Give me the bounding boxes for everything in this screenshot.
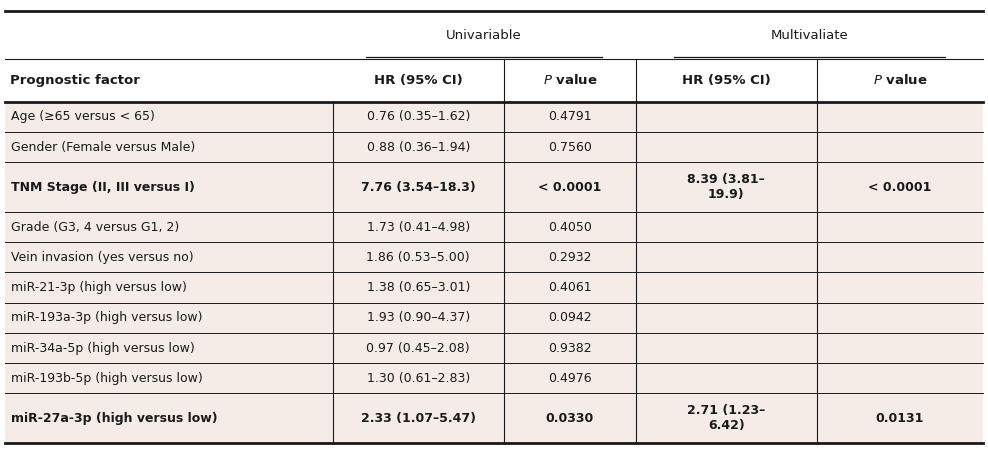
Bar [5, 162, 983, 212]
Text: TNM Stage (II, III versus I): TNM Stage (II, III versus I) [11, 180, 195, 194]
Text: < 0.0001: < 0.0001 [868, 180, 932, 194]
Text: 0.0131: 0.0131 [875, 412, 924, 425]
Bar [5, 132, 983, 162]
Text: 1.73 (0.41–4.98): 1.73 (0.41–4.98) [367, 220, 470, 234]
Text: 7.76 (3.54–18.3): 7.76 (3.54–18.3) [361, 180, 475, 194]
Text: 1.86 (0.53–5.00): 1.86 (0.53–5.00) [367, 251, 470, 264]
Text: miR-193a-3p (high versus low): miR-193a-3p (high versus low) [11, 311, 203, 324]
Text: 2.71 (1.23–
6.42): 2.71 (1.23– 6.42) [688, 405, 766, 432]
Bar [5, 59, 983, 102]
Text: < 0.0001: < 0.0001 [538, 180, 602, 194]
Text: 0.0942: 0.0942 [548, 311, 592, 324]
Text: Grade (G3, 4 versus G1, 2): Grade (G3, 4 versus G1, 2) [11, 220, 179, 234]
Text: 0.0330: 0.0330 [545, 412, 594, 425]
Text: miR-21-3p (high versus low): miR-21-3p (high versus low) [11, 281, 187, 294]
Text: 0.4061: 0.4061 [548, 281, 592, 294]
Bar [5, 11, 983, 59]
Text: 0.4791: 0.4791 [548, 110, 592, 123]
Text: HR (95% CI): HR (95% CI) [373, 74, 462, 87]
Text: HR (95% CI): HR (95% CI) [682, 74, 771, 87]
Bar [5, 102, 983, 132]
Bar [5, 363, 983, 393]
Text: Vein invasion (yes versus no): Vein invasion (yes versus no) [11, 251, 194, 264]
Text: 0.9382: 0.9382 [548, 342, 592, 355]
Text: miR-34a-5p (high versus low): miR-34a-5p (high versus low) [11, 342, 195, 355]
Bar [5, 212, 983, 242]
Text: 1.30 (0.61–2.83): 1.30 (0.61–2.83) [367, 372, 470, 385]
Text: 0.4050: 0.4050 [548, 220, 592, 234]
Bar [5, 393, 983, 443]
Text: Age (≥65 versus < 65): Age (≥65 versus < 65) [11, 110, 155, 123]
Bar [5, 242, 983, 272]
Text: Multivaliate: Multivaliate [771, 29, 849, 42]
Text: 0.97 (0.45–2.08): 0.97 (0.45–2.08) [367, 342, 470, 355]
Text: 1.38 (0.65–3.01): 1.38 (0.65–3.01) [367, 281, 470, 294]
Text: 2.33 (1.07–5.47): 2.33 (1.07–5.47) [361, 412, 475, 425]
Bar [5, 272, 983, 303]
Text: Univariable: Univariable [447, 29, 522, 42]
Bar [5, 303, 983, 333]
Bar [5, 333, 983, 363]
Text: miR-193b-5p (high versus low): miR-193b-5p (high versus low) [11, 372, 203, 385]
Text: $\it{P}$ value: $\it{P}$ value [872, 73, 927, 87]
Text: 0.88 (0.36–1.94): 0.88 (0.36–1.94) [367, 140, 470, 153]
Text: 1.93 (0.90–4.37): 1.93 (0.90–4.37) [367, 311, 470, 324]
Text: 8.39 (3.81–
19.9): 8.39 (3.81– 19.9) [688, 173, 765, 201]
Text: Gender (Female versus Male): Gender (Female versus Male) [11, 140, 195, 153]
Text: $\it{P}$ value: $\it{P}$ value [542, 73, 597, 87]
Text: Prognostic factor: Prognostic factor [10, 74, 139, 87]
Text: miR-27a-3p (high versus low): miR-27a-3p (high versus low) [11, 412, 217, 425]
Text: 0.7560: 0.7560 [548, 140, 592, 153]
Text: 0.2932: 0.2932 [548, 251, 592, 264]
Text: 0.76 (0.35–1.62): 0.76 (0.35–1.62) [367, 110, 470, 123]
Text: 0.4976: 0.4976 [548, 372, 592, 385]
